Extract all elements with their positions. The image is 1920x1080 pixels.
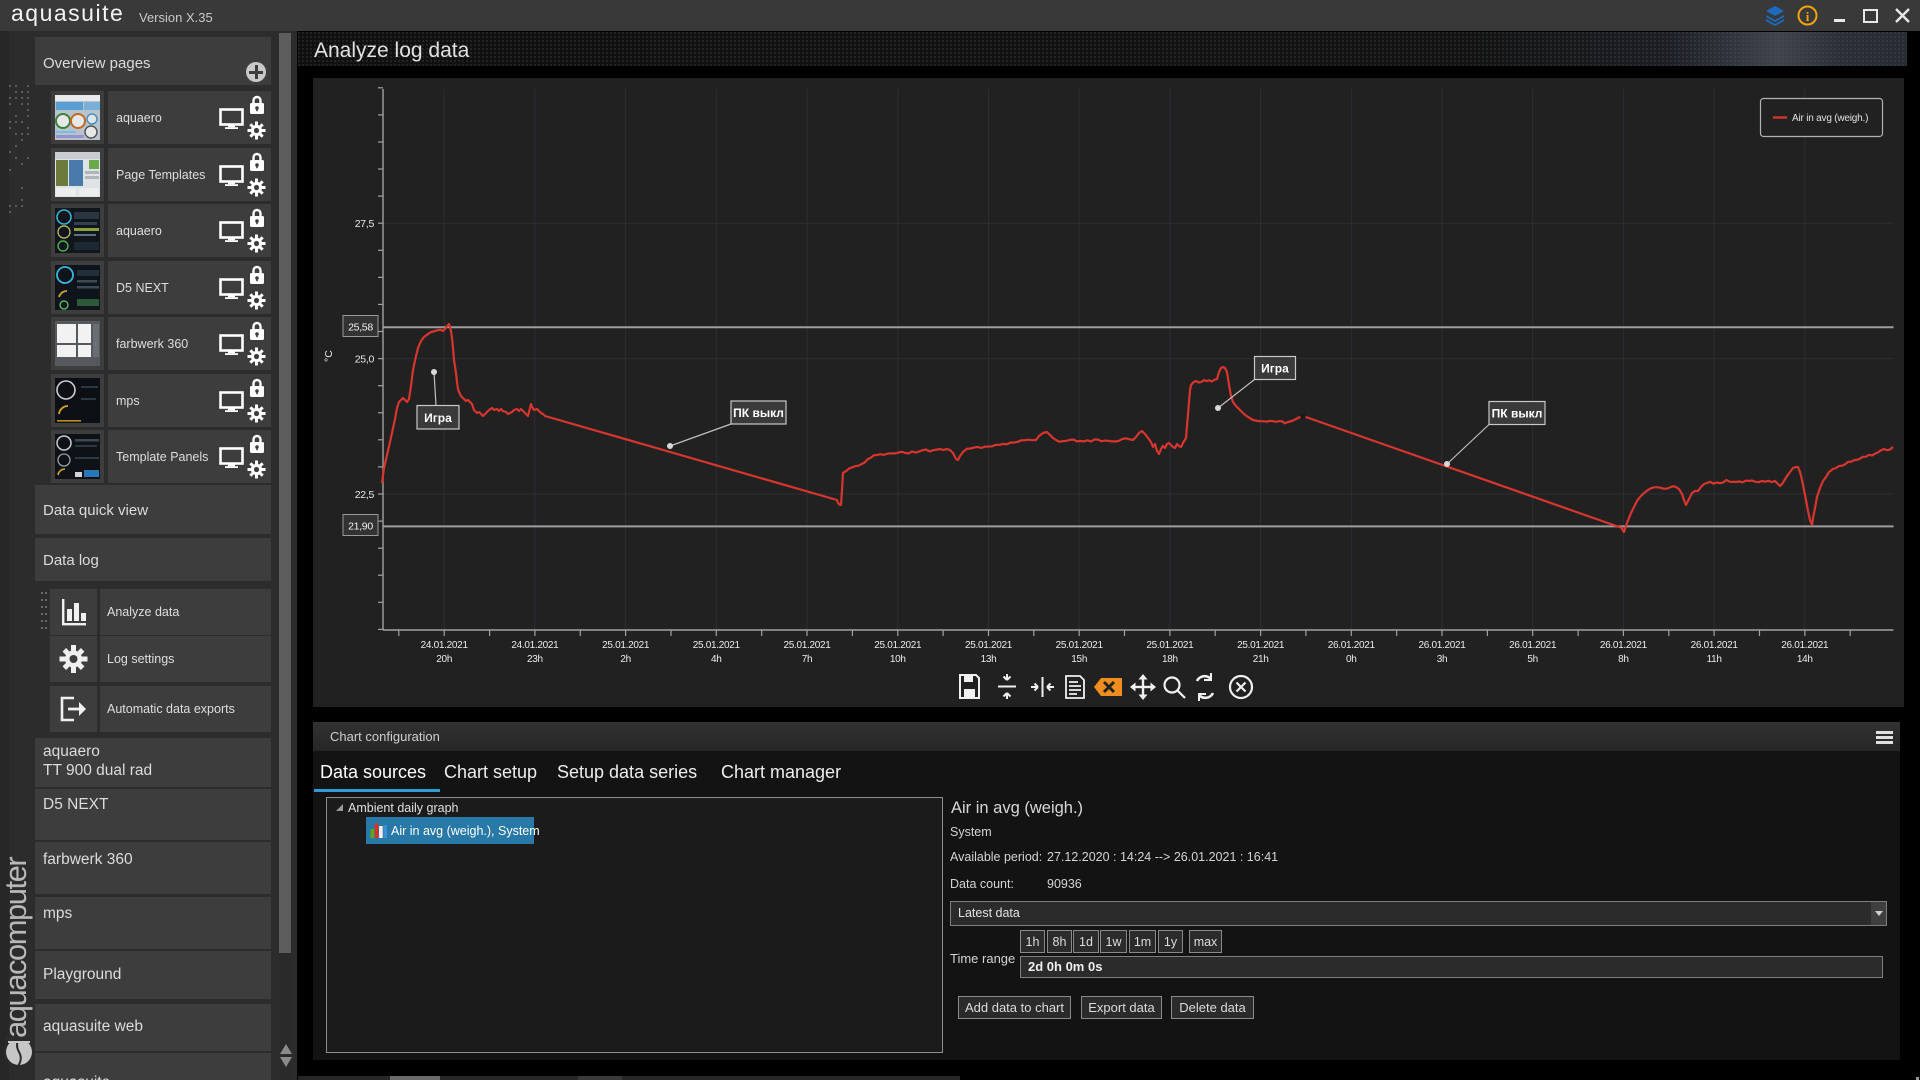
svg-text:15h: 15h [1071, 654, 1087, 665]
svg-text:25.01.2021: 25.01.2021 [1146, 640, 1194, 651]
svg-text:25.01.2021: 25.01.2021 [783, 640, 831, 651]
svg-text:14h: 14h [1797, 654, 1813, 665]
svg-text:25.01.2021: 25.01.2021 [1056, 640, 1104, 651]
svg-text:18h: 18h [1162, 654, 1178, 665]
svg-text:°C: °C [323, 350, 335, 362]
svg-text:Игра: Игра [1261, 362, 1289, 376]
svg-text:Игра: Игра [424, 411, 452, 425]
svg-text:7h: 7h [802, 654, 813, 665]
svg-text:25,0: 25,0 [355, 354, 375, 366]
svg-text:25.01.2021: 25.01.2021 [1237, 640, 1285, 651]
svg-text:25.01.2021: 25.01.2021 [602, 640, 650, 651]
svg-text:26.01.2021: 26.01.2021 [1509, 640, 1557, 651]
svg-text:2h: 2h [620, 654, 631, 665]
svg-text:26.01.2021: 26.01.2021 [1418, 640, 1466, 651]
svg-text:ПК выкл: ПК выкл [733, 406, 784, 420]
svg-text:5h: 5h [1527, 654, 1538, 665]
svg-text:8h: 8h [1618, 654, 1629, 665]
svg-text:11h: 11h [1707, 654, 1722, 665]
svg-text:25.01.2021: 25.01.2021 [965, 640, 1013, 651]
svg-text:23h: 23h [527, 654, 543, 665]
svg-text:4h: 4h [711, 654, 722, 665]
svg-text:27,5: 27,5 [355, 218, 375, 230]
svg-text:10h: 10h [890, 654, 906, 665]
svg-text:24.01.2021: 24.01.2021 [511, 640, 559, 651]
svg-text:i: i [1806, 9, 1810, 24]
svg-text:20h: 20h [436, 654, 452, 665]
svg-text:22,5: 22,5 [355, 489, 375, 501]
svg-text:21,90: 21,90 [348, 521, 373, 533]
svg-text:21h: 21h [1253, 654, 1269, 665]
svg-text:26.01.2021: 26.01.2021 [1781, 640, 1829, 651]
svg-text:ПК выкл: ПК выкл [1492, 407, 1543, 421]
svg-text:25.01.2021: 25.01.2021 [693, 640, 741, 651]
svg-text:25,58: 25,58 [348, 322, 373, 334]
svg-text:26.01.2021: 26.01.2021 [1600, 640, 1648, 651]
svg-text:26.01.2021: 26.01.2021 [1328, 640, 1376, 651]
svg-text:24.01.2021: 24.01.2021 [421, 640, 469, 651]
svg-text:3h: 3h [1437, 654, 1448, 665]
svg-text:Air in avg (weigh.): Air in avg (weigh.) [1792, 113, 1868, 124]
svg-text:26.01.2021: 26.01.2021 [1691, 640, 1739, 651]
svg-text:25.01.2021: 25.01.2021 [874, 640, 922, 651]
svg-text:0h: 0h [1346, 654, 1357, 665]
svg-text:13h: 13h [981, 654, 997, 665]
